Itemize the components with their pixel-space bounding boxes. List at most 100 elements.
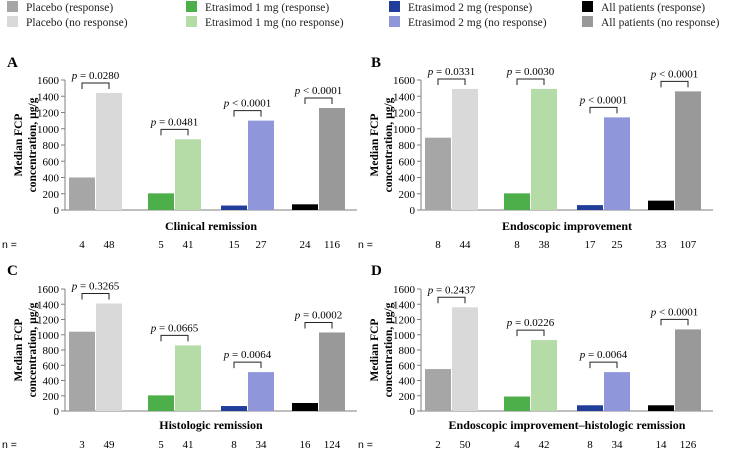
panel-title: Clinical remission <box>165 219 257 233</box>
significance-bracket <box>589 361 618 369</box>
y-tick-label: 1400 <box>37 91 60 103</box>
n-value: 107 <box>680 239 697 251</box>
bar-response <box>221 205 247 210</box>
y-tick-label: 800 <box>399 140 416 152</box>
panel-letter: C <box>7 263 18 279</box>
legend: Placebo (response) Placebo (no response)… <box>0 0 729 30</box>
p-value-label: p = 0.0002 <box>294 309 342 321</box>
y-tick-label: 200 <box>399 391 416 403</box>
y-axis-title-line: Median FCP <box>369 319 381 382</box>
panel-d: D Median FCP concentration, µg/g 0 200 400 600… <box>358 263 713 451</box>
significance-bracket <box>81 292 110 300</box>
n-value: 38 <box>539 239 551 251</box>
n-value: 41 <box>183 239 194 251</box>
legend-label: Etrasimod 2 mg (response) <box>408 2 533 14</box>
n-value: 4 <box>79 239 85 251</box>
y-tick-label: 600 <box>399 156 416 168</box>
p-value-label: p < 0.0001 <box>223 98 271 110</box>
significance-bracket <box>233 361 262 369</box>
legend-item-etrasimod-2mg-response: Etrasimod 2 mg (response) <box>389 1 532 15</box>
p-value-label: p = 0.0665 <box>150 322 199 334</box>
bar-no-response <box>604 117 630 210</box>
n-value: 8 <box>587 439 593 451</box>
p-value-label: p < 0.0001 <box>294 85 342 97</box>
y-tick-label: 0 <box>54 205 60 217</box>
p-value-label: p = 0.0064 <box>223 349 272 361</box>
significance-bracket <box>589 106 618 114</box>
n-label: n = <box>2 239 17 251</box>
n-value: 44 <box>460 239 472 251</box>
n-value: 4 <box>514 439 520 451</box>
y-tick-label: 1000 <box>37 124 60 136</box>
n-value: 8 <box>231 439 237 451</box>
n-value: 27 <box>256 239 268 251</box>
n-value: 8 <box>435 239 441 251</box>
bar-response <box>292 402 318 411</box>
panel-letter: B <box>371 55 381 71</box>
panel-title: Histologic remission <box>159 418 263 432</box>
legend-item-placebo-response: Placebo (response) <box>7 1 113 15</box>
p-value-label: p < 0.0001 <box>579 94 627 106</box>
y-tick-label: 800 <box>43 140 60 152</box>
bar-no-response <box>452 88 478 210</box>
n-value: 34 <box>256 439 268 451</box>
bar-no-response <box>675 329 701 411</box>
significance-bracket <box>660 318 689 326</box>
significance-bracket <box>304 97 333 105</box>
n-value: 3 <box>79 439 85 451</box>
p-value-label: p = 0.0064 <box>579 349 628 361</box>
n-value: 49 <box>104 439 116 451</box>
panel-b: B Median FCP concentration, µg/g 0 200 400 600… <box>358 55 713 251</box>
y-tick-label: 600 <box>43 156 60 168</box>
legend-swatch <box>582 1 593 12</box>
p-value-label: p = 0.0481 <box>150 116 198 128</box>
y-tick-label: 600 <box>399 360 416 372</box>
y-tick-label: 0 <box>410 406 416 418</box>
bar-no-response <box>248 372 274 411</box>
n-value: 116 <box>324 239 341 251</box>
y-tick-label: 400 <box>43 376 60 388</box>
y-tick-label: 0 <box>54 406 60 418</box>
n-value: 33 <box>656 239 668 251</box>
y-tick-label: 1600 <box>37 75 60 87</box>
legend-label: Etrasimod 1 mg (no response) <box>205 17 344 29</box>
bar-response <box>577 205 603 210</box>
legend-label: All patients (no response) <box>601 17 720 29</box>
bar-response <box>148 395 174 411</box>
y-axis-title: Median FCP concentration, µg/g <box>369 302 395 397</box>
n-value: 15 <box>229 239 241 251</box>
p-value-label: p = 0.3265 <box>71 280 120 292</box>
bar-response <box>577 405 603 411</box>
bar-no-response <box>604 372 630 411</box>
y-axis-title-line: concentration, µg/g <box>383 97 395 192</box>
bar-no-response <box>175 345 201 411</box>
legend-swatch <box>186 16 197 27</box>
n-value: 5 <box>158 239 164 251</box>
legend-swatch <box>186 1 197 12</box>
n-value: 5 <box>158 439 164 451</box>
bar-response <box>504 193 530 210</box>
legend-swatch <box>582 16 593 27</box>
y-tick-label: 400 <box>399 173 416 185</box>
bar-no-response <box>96 93 122 210</box>
n-value: 2 <box>435 439 441 451</box>
y-axis-title: Median FCP concentration, µg/g <box>369 97 395 192</box>
significance-bracket <box>304 321 333 329</box>
y-tick-label: 400 <box>43 173 60 185</box>
y-tick-label: 200 <box>399 189 416 201</box>
legend-label: Placebo (response) <box>26 2 114 14</box>
legend-item-etrasimod-1mg-no-response: Etrasimod 1 mg (no response) <box>186 16 344 30</box>
y-axis-title-line: Median FCP <box>13 319 25 382</box>
y-axis-title-line: concentration, µg/g <box>27 97 39 192</box>
bar-response <box>648 405 674 411</box>
legend-label: Etrasimod 1 mg (response) <box>205 2 330 14</box>
significance-bracket <box>437 78 466 85</box>
significance-bracket <box>516 329 545 337</box>
legend-swatch <box>389 1 400 12</box>
n-value: 124 <box>324 439 341 451</box>
significance-bracket <box>516 78 545 85</box>
legend-swatch <box>7 16 18 27</box>
p-value-label: p = 0.2437 <box>427 284 476 296</box>
y-tick-label: 1200 <box>393 108 416 120</box>
